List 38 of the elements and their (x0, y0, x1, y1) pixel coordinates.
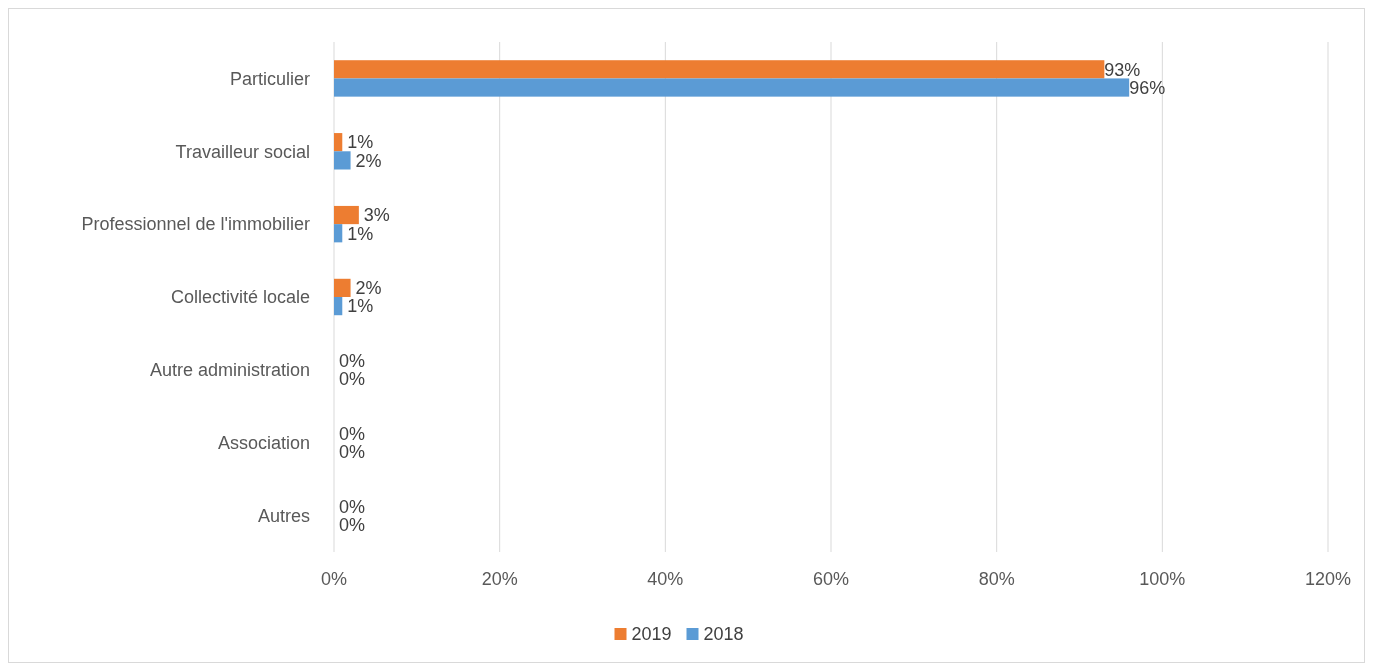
data-label: 0% (338, 369, 366, 390)
bar (334, 224, 343, 243)
y-tick-label: Collectivité locale (170, 287, 310, 308)
data-label: 1% (347, 132, 374, 153)
y-tick-label: Particulier (229, 68, 310, 89)
bar (334, 205, 359, 225)
data-label: 0% (338, 351, 366, 372)
legend-label: 2019 (631, 624, 672, 645)
bar (334, 297, 343, 316)
data-label: 0% (338, 496, 366, 517)
data-label: 2% (355, 150, 382, 171)
bar (334, 133, 343, 152)
data-label: 0% (338, 423, 366, 444)
data-label: 0% (338, 514, 366, 535)
data-label: 93% (1104, 59, 1141, 80)
x-tick-label: 0% (320, 569, 348, 589)
x-tick-label: 80% (978, 569, 1015, 589)
y-tick-label: Association (217, 433, 310, 454)
x-tick-label: 100% (1139, 569, 1186, 589)
bar (334, 78, 1130, 97)
y-tick-label: Professionnel de l'immobilier (81, 214, 310, 235)
y-tick-label: Autres (257, 505, 310, 526)
bar (334, 278, 351, 297)
x-tick-label: 120% (1304, 569, 1352, 589)
x-tick-label: 60% (812, 569, 850, 589)
data-label: 96% (1129, 77, 1166, 98)
bar (334, 60, 1105, 79)
data-label: 0% (338, 442, 366, 463)
legend-label: 2018 (703, 624, 744, 645)
data-label: 1% (347, 223, 374, 244)
x-tick-label: 20% (481, 569, 518, 589)
data-label: 1% (347, 296, 374, 317)
data-label: 3% (363, 205, 390, 226)
y-tick-label: Autre administration (149, 360, 310, 381)
data-label: 2% (355, 278, 382, 299)
y-tick-label: Travailleur social (175, 141, 310, 162)
bar (334, 151, 351, 170)
x-tick-label: 40% (647, 569, 684, 589)
